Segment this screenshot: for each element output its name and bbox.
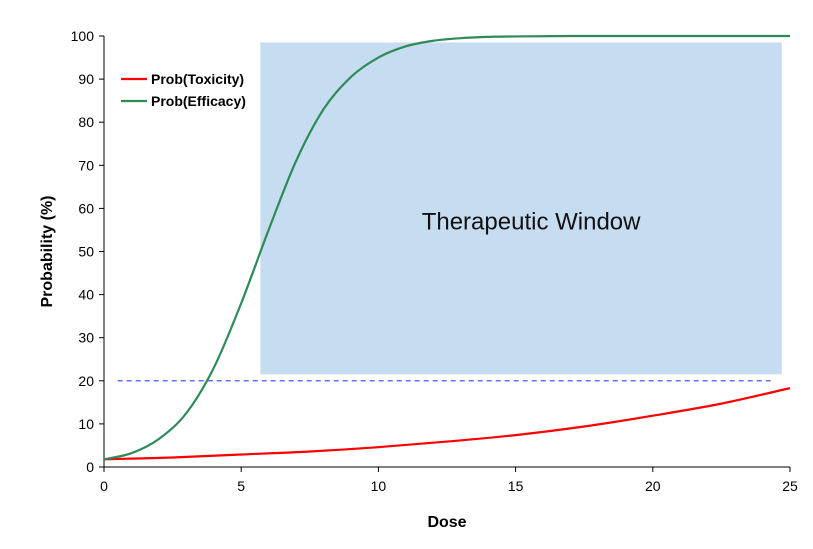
axes: 0 10 20 30 40 50 60 70 80 90 100 0 5 10 15 20 25 <box>71 28 798 494</box>
legend-label-prob-toxicity: Prob(Toxicity) <box>151 71 244 87</box>
series-line-prob-toxicity <box>103 387 791 461</box>
y-tick-label: 70 <box>78 157 94 173</box>
x-tick-label: 20 <box>645 478 661 494</box>
y-tick-label: 0 <box>86 459 94 475</box>
y-tick-label: 80 <box>78 114 94 130</box>
x-tick-label: 0 <box>100 478 108 494</box>
therapeutic-window-label: Therapeutic Window <box>422 208 641 235</box>
x-tick-label: 15 <box>508 478 524 494</box>
x-tick-label: 25 <box>782 478 798 494</box>
y-tick-label: 40 <box>78 287 94 303</box>
y-tick-label: 20 <box>78 373 94 389</box>
y-axis-title: Probability (%) <box>39 195 56 307</box>
y-tick-label: 10 <box>78 416 94 432</box>
series-line-prob-efficacy <box>103 34 790 461</box>
legend-label-prob-efficacy: Prob(Efficacy) <box>151 93 246 109</box>
y-tick-label: 60 <box>78 200 94 216</box>
x-tick-label: 5 <box>237 478 245 494</box>
therapeutic-window-box <box>260 42 782 375</box>
x-tick-label: 10 <box>371 478 387 494</box>
y-tick-label: 30 <box>78 330 94 346</box>
x-axis-title: Dose <box>427 514 466 531</box>
y-tick-label: 90 <box>78 71 94 87</box>
y-tick-label: 100 <box>71 28 95 44</box>
legend: Prob(Toxicity) Prob(Efficacy) <box>121 71 246 109</box>
y-tick-label: 50 <box>78 244 94 260</box>
series <box>103 34 791 461</box>
therapeutic-window: Therapeutic Window <box>260 42 782 375</box>
